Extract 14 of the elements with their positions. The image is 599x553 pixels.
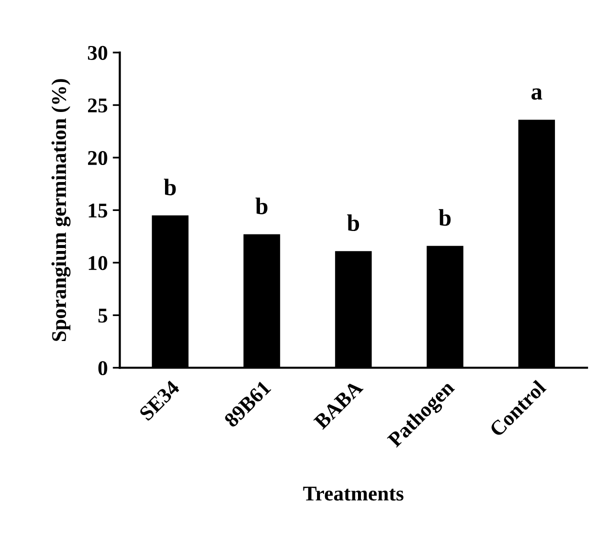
annotation: a <box>531 88 542 100</box>
y-axis-title: Sporangium germination (%) <box>51 79 70 341</box>
annotation: b <box>438 209 451 226</box>
y-tick-label: 10 <box>88 256 108 270</box>
y-tick-label: 20 <box>88 150 108 166</box>
annotation: b <box>256 198 268 214</box>
y-tick-label: 0 <box>98 361 108 376</box>
annotation: b <box>347 214 360 232</box>
annotation: b <box>164 178 176 196</box>
y-tick-label: 30 <box>88 46 108 60</box>
x-axis-title: Treatments <box>303 486 404 501</box>
y-tick-label: 5 <box>98 308 108 323</box>
y-tick-label: 25 <box>88 98 108 113</box>
y-tick-label: 15 <box>88 204 108 218</box>
